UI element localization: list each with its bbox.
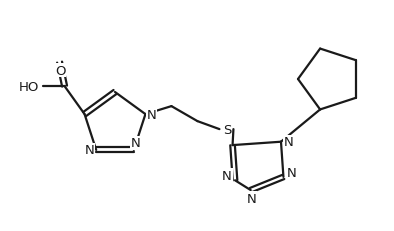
Text: N: N bbox=[284, 136, 294, 149]
Text: N: N bbox=[131, 137, 141, 150]
Text: N: N bbox=[84, 144, 94, 157]
Text: N: N bbox=[222, 169, 232, 182]
Text: N: N bbox=[147, 108, 156, 121]
Text: S: S bbox=[223, 123, 232, 136]
Text: N: N bbox=[247, 192, 256, 205]
Text: O: O bbox=[55, 64, 66, 77]
Text: HO: HO bbox=[19, 80, 39, 93]
Text: N: N bbox=[286, 167, 296, 180]
